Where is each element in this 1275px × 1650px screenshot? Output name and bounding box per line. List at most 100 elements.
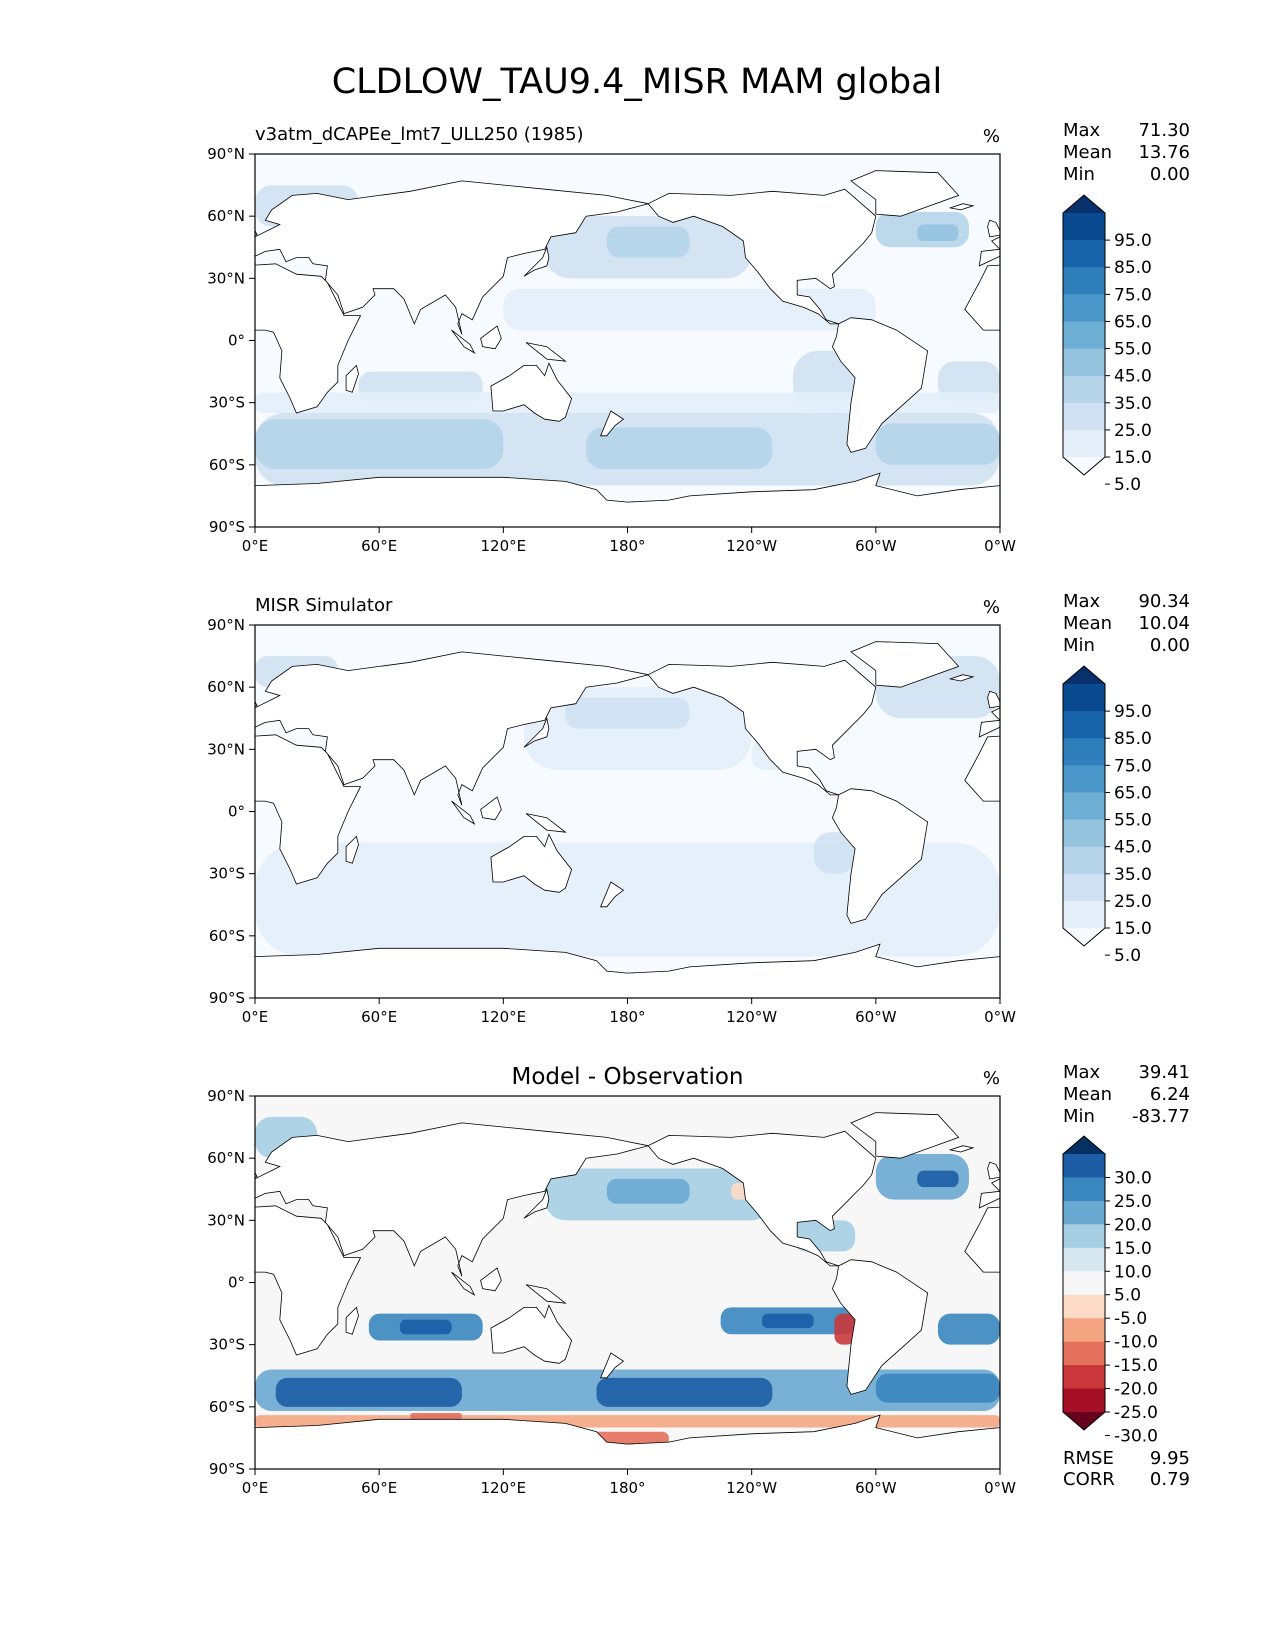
x-tick-label: 0°W	[984, 537, 1016, 555]
colorbar-tick-label: 45.0	[1114, 838, 1152, 858]
colorbar-tick-label: 5.0	[1114, 946, 1141, 966]
coastline-northamerica	[647, 1130, 877, 1267]
colorbar-segment	[1063, 348, 1105, 377]
colorbar-extend-bottom	[1063, 457, 1105, 475]
coastline-australia	[490, 1304, 573, 1364]
coastline-newzealand	[600, 410, 625, 437]
colorbar-tick-label: 35.0	[1114, 394, 1152, 414]
map-panel-1: 0°E 60°E 120°E 180° 120°W 60°W 0°W 90°N 60°N 30°N…	[207, 120, 1190, 555]
colorbar-tick-label: -15.0	[1114, 1356, 1158, 1376]
field-patch-3	[875, 1373, 1000, 1403]
coastline-japan	[523, 1187, 550, 1219]
field-patch-2	[596, 1377, 773, 1407]
colorbar-tick-label: -5.0	[1114, 1309, 1147, 1329]
coastline-eurasia	[255, 180, 649, 335]
y-tick-label: 90°N	[207, 1087, 245, 1105]
coastline-greenland	[850, 1112, 960, 1159]
coastline-eurasia	[255, 651, 649, 806]
stat-label: CORR	[1063, 1469, 1115, 1490]
y-tick-label: 60°S	[209, 456, 245, 474]
colorbar-extend-top	[1063, 666, 1105, 684]
stat-value: 0.79	[1150, 1469, 1190, 1490]
field-patch-2	[565, 697, 690, 729]
stat-label: Mean	[1063, 142, 1112, 163]
colorbar-segment	[1063, 1365, 1105, 1390]
x-tick-label: 0°W	[984, 1008, 1016, 1026]
x-tick-label: 120°E	[481, 1008, 527, 1026]
colorbar-segment	[1063, 294, 1105, 322]
coastline-uk	[987, 219, 1000, 238]
colorbar-tick-label: 55.0	[1114, 340, 1152, 360]
coastline-madagascar	[345, 835, 359, 864]
field-patch-1	[275, 1377, 462, 1407]
colorbar-tick-label: 25.0	[1114, 892, 1152, 912]
coastline-eurasia	[978, 707, 1000, 738]
coastline-northamerica	[647, 659, 877, 796]
colorbar-tick-label: 75.0	[1114, 285, 1152, 305]
y-tick-label: 30°N	[207, 269, 245, 287]
coastline-newzealand	[600, 881, 625, 908]
colorbar-tick-label: 5.0	[1114, 1286, 1141, 1306]
field-patch-17	[410, 1413, 462, 1420]
colorbar-tick-label: -10.0	[1114, 1333, 1158, 1353]
x-tick-label: 60°W	[855, 1008, 897, 1026]
coastline-japan	[523, 716, 550, 748]
stat-value: 0.00	[1150, 164, 1190, 185]
x-tick-label: 180°	[609, 1479, 645, 1497]
panel-title: Model - Observation	[511, 1064, 743, 1090]
field-patch-12	[917, 1170, 959, 1188]
panel-title: v3atm_dCAPEe_lmt7_ULL250 (1985)	[255, 124, 584, 145]
colorbar-tick-label: 75.0	[1114, 756, 1152, 776]
coastline-uk	[987, 1161, 1000, 1180]
stat-value: 0.00	[1150, 635, 1190, 656]
colorbar-segment	[1063, 1247, 1105, 1272]
field-patch-7	[917, 224, 959, 242]
map-field-1	[255, 154, 1000, 527]
coastline-australia	[490, 833, 573, 893]
coastline-newguinea	[525, 813, 567, 833]
coastline-sumatra	[451, 1271, 476, 1296]
x-tick-label: 120°E	[481, 1479, 527, 1497]
stat-label: Mean	[1063, 1084, 1112, 1105]
x-tick-label: 60°E	[361, 1479, 397, 1497]
stat-label: Mean	[1063, 613, 1112, 634]
x-tick-label: 120°W	[726, 537, 777, 555]
x-tick-label: 60°E	[361, 1008, 397, 1026]
x-tick-label: 60°W	[855, 537, 897, 555]
stat-value: 9.95	[1150, 1448, 1190, 1469]
colorbar-tick-label: 10.0	[1114, 1262, 1152, 1282]
stat-value: 6.24	[1150, 1084, 1190, 1105]
colorbar-segment	[1063, 1318, 1105, 1343]
coastline-antarctica	[255, 943, 1000, 998]
coastline-iceland	[948, 1145, 975, 1153]
coastline-africa	[255, 1205, 362, 1356]
stat-label: RMSE	[1063, 1448, 1114, 1469]
y-tick-label: 60°N	[207, 1149, 245, 1167]
coastline-southamerica	[831, 788, 929, 924]
colorbar-extend-bottom	[1063, 928, 1105, 946]
coastline-antarctica	[255, 1414, 1000, 1469]
colorbar-segment	[1063, 738, 1105, 766]
coastline-borneo	[480, 1267, 502, 1292]
colorbar-tick-label: 85.0	[1114, 729, 1152, 749]
panel-units: %	[983, 1068, 1000, 1089]
colorbar: 95.0 85.0 75.0 65.0 55.0 45.0 35.0 25.0 15.0 5.0	[1062, 665, 1152, 966]
colorbar-segment	[1063, 402, 1105, 431]
coastline-africa	[964, 735, 1000, 802]
stat-label: Min	[1063, 635, 1095, 656]
y-tick-label: 30°S	[209, 1336, 245, 1354]
stat-value: 13.76	[1138, 142, 1190, 163]
stat-value: 10.04	[1138, 613, 1190, 634]
colorbar-segment	[1063, 240, 1105, 268]
coastline-africa	[964, 264, 1000, 331]
colorbar-segment	[1063, 375, 1105, 404]
colorbar-tick-label: 35.0	[1114, 865, 1152, 885]
colorbar-segment	[1063, 873, 1105, 902]
panel-units: %	[983, 597, 1000, 618]
coastline-greenland	[850, 641, 960, 688]
colorbar-tick-label: -30.0	[1114, 1426, 1158, 1446]
colorbar-segment	[1063, 1341, 1105, 1366]
coastline-eurasia	[255, 1122, 649, 1277]
y-tick-label: 30°N	[207, 740, 245, 758]
